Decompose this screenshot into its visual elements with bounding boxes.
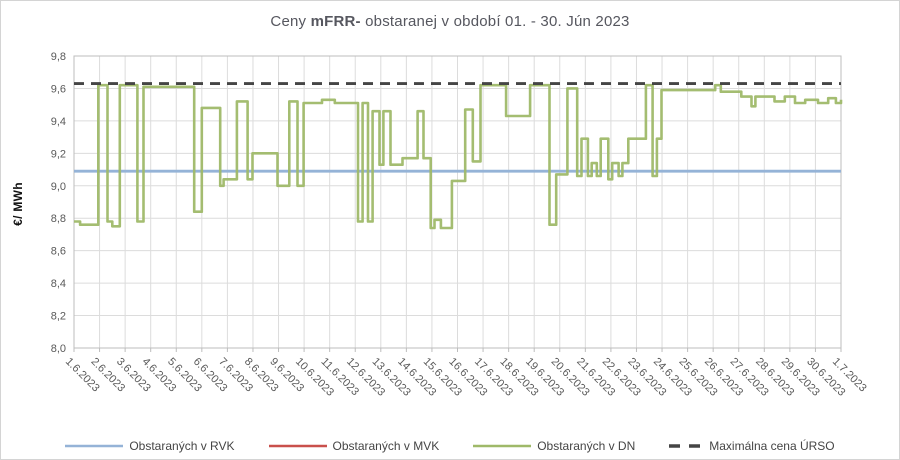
plot-border [73, 55, 842, 349]
legend-label-mvk: Obstaraných v MVK [332, 439, 440, 453]
y-tick-label: 8,8 [51, 213, 66, 225]
legend-item-urso: Maximálna cena ÚRSO [669, 439, 835, 453]
legend-swatch-dn [473, 444, 532, 448]
y-tick-label: 9,4 [51, 116, 66, 128]
legend-label-dn: Obstaraných v DN [537, 439, 636, 453]
y-tick-label: 9,6 [51, 83, 66, 95]
chart-legend: Obstaraných v RVK Obstaraných v MVK Obstar… [1, 439, 899, 453]
series-dn-line [74, 83, 843, 230]
legend-item-dn: Obstaraných v DN [473, 439, 635, 453]
chart-title-prefix: Ceny [270, 13, 311, 30]
legend-item-mvk: Obstaraných v MVK [268, 439, 440, 453]
legend-swatch-urso [669, 444, 704, 448]
y-tick-label: 8,0 [51, 343, 66, 355]
chart-title-rest: obstaranej v období 01. - 30. Jún 2023 [365, 13, 630, 30]
chart-title: Ceny mFRR- obstaranej v období 01. - 30.… [1, 13, 899, 30]
y-tick-label: 9,8 [51, 51, 66, 63]
chart-title-bold: mFRR- [310, 13, 366, 30]
legend-swatch-rvk [65, 444, 124, 448]
legend-swatch-mvk [268, 444, 327, 448]
legend-label-urso: Maximálna cena ÚRSO [709, 439, 835, 453]
legend-item-rvk: Obstaraných v RVK [65, 439, 235, 453]
y-tick-label: 8,6 [51, 246, 66, 258]
y-tick-label: 9,2 [51, 148, 66, 160]
y-tick-label: 8,4 [51, 278, 66, 290]
y-tick-label: 8,2 [51, 311, 66, 323]
legend-label-rvk: Obstaraných v RVK [129, 439, 235, 453]
y-tick-label: 9,0 [51, 181, 66, 193]
